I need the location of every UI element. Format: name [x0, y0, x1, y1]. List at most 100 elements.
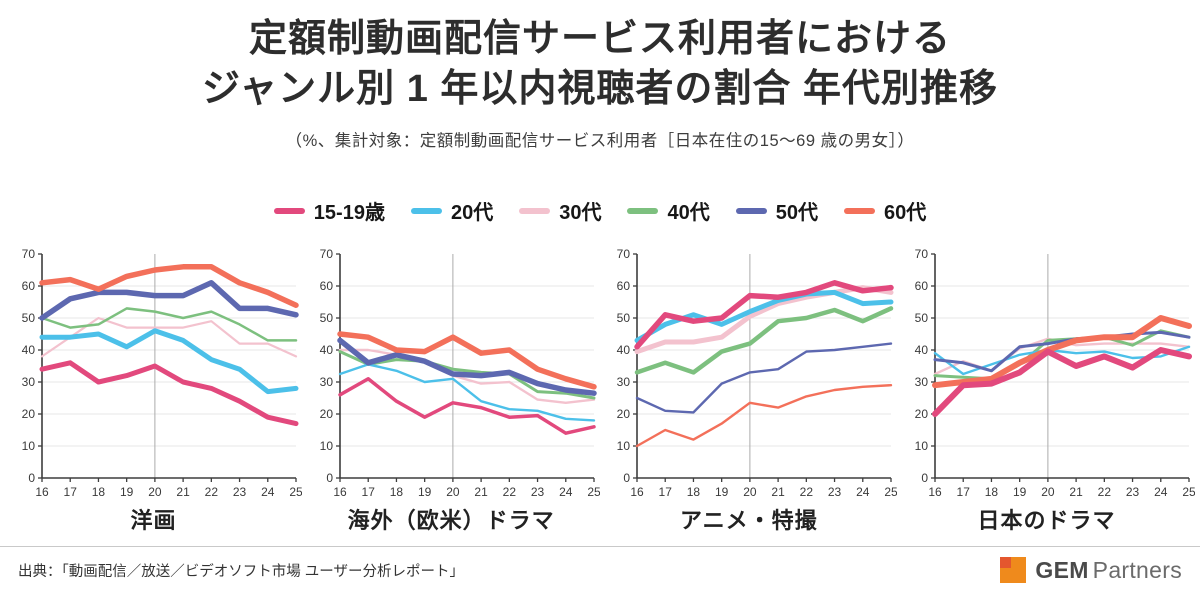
svg-text:19: 19: [715, 485, 729, 499]
legend-label: 20代: [450, 202, 494, 224]
chart-panel: 0 10 20 30 40 50 60 70 16 17 18 19 20 21 22 23 24 25 海外（欧…: [303, 243, 599, 535]
legend-label: 50代: [775, 202, 818, 224]
svg-text:0: 0: [624, 471, 631, 485]
svg-text:20: 20: [148, 485, 162, 499]
svg-text:20: 20: [617, 407, 631, 421]
svg-text:19: 19: [418, 485, 432, 499]
svg-text:20: 20: [1041, 485, 1055, 499]
svg-text:24: 24: [559, 485, 573, 499]
svg-text:40: 40: [915, 343, 929, 357]
gem-logo-text-bold: GEM: [1035, 556, 1089, 583]
svg-text:25: 25: [885, 485, 898, 499]
series-line: [634, 280, 895, 350]
svg-text:0: 0: [28, 471, 35, 485]
legend-swatch-icon: [519, 207, 551, 214]
gem-partners-logo: GEM Partners: [1000, 557, 1182, 584]
source-note: 出典：「動画配信／放送／ビデオソフト市場 ユーザー分析レポート」: [18, 563, 464, 580]
legend-label: 15-19歳: [313, 202, 385, 224]
svg-text:0: 0: [921, 471, 928, 485]
series-line: [336, 331, 597, 390]
svg-text:16: 16: [333, 485, 347, 499]
legend-item: 60代: [843, 196, 927, 225]
page-subtitle: （%、集計対象：定額制動画配信サービス利用者［日本在住の15～69 歳の男女］）: [285, 132, 915, 151]
svg-text:70: 70: [22, 247, 36, 261]
series-line: [636, 342, 893, 414]
svg-text:21: 21: [1069, 485, 1083, 499]
svg-text:50: 50: [22, 311, 36, 325]
page-title: 定額制動画配信サービス利用者における ジャンル別 1 年以内視聴者の割合 年代別…: [0, 14, 1200, 114]
legend-item: 20代: [410, 196, 494, 225]
chart-title: 海外（欧米）ドラマ: [347, 508, 555, 533]
svg-text:22: 22: [800, 485, 814, 499]
series-line: [336, 337, 597, 396]
legend-swatch-icon: [735, 207, 767, 214]
svg-text:17: 17: [64, 485, 78, 499]
chart-panel: 0 10 20 30 40 50 60 70 16 17 18 19 20 21 22 23 24 25 アニメ・…: [600, 243, 897, 535]
svg-text:24: 24: [856, 485, 870, 499]
gem-logo-text-regular: Partners: [1092, 556, 1182, 583]
svg-text:23: 23: [233, 485, 247, 499]
svg-text:25: 25: [289, 485, 302, 499]
svg-text:60: 60: [319, 279, 333, 293]
svg-text:40: 40: [617, 343, 631, 357]
svg-text:20: 20: [319, 407, 333, 421]
svg-text:20: 20: [446, 485, 460, 499]
svg-text:17: 17: [957, 485, 971, 499]
svg-text:19: 19: [120, 485, 134, 499]
svg-text:22: 22: [1098, 485, 1112, 499]
svg-text:23: 23: [1126, 485, 1140, 499]
svg-text:25: 25: [1182, 485, 1195, 499]
legend-item: 40代: [627, 196, 710, 225]
svg-text:10: 10: [915, 439, 929, 453]
chart-svg: 0 10 20 30 40 50 60 70 16 17 18 19 20 21 22 23 24 25: [22, 247, 302, 499]
line-chart: 0 10 20 30 40 50 60 70 16 17 18 19 20 21 22 23 24 25: [303, 243, 599, 503]
series-line: [933, 330, 1191, 373]
page-title-line2: ジャンル別 1 年以内視聴者の割合 年代別推移: [202, 68, 998, 111]
legend-label: 60代: [883, 202, 927, 224]
legend-item: 30代: [519, 196, 601, 225]
svg-text:0: 0: [326, 471, 333, 485]
svg-text:16: 16: [35, 485, 49, 499]
series-line: [931, 315, 1192, 389]
svg-text:60: 60: [915, 279, 929, 293]
svg-text:30: 30: [915, 375, 929, 389]
chart-title: アニメ・特撮: [680, 508, 818, 533]
svg-text:60: 60: [617, 279, 631, 293]
series-line: [39, 360, 299, 427]
gem-logo-mark-accent-icon: [1000, 557, 1012, 568]
svg-text:24: 24: [261, 485, 275, 499]
series-line: [635, 306, 894, 375]
svg-text:19: 19: [1013, 485, 1027, 499]
svg-text:60: 60: [22, 279, 36, 293]
legend-swatch-icon: [273, 207, 305, 214]
series-line: [634, 285, 894, 355]
chart-svg: 0 10 20 30 40 50 60 70 16 17 18 19 20 21 22 23 24 25: [319, 247, 599, 499]
svg-text:70: 70: [617, 247, 631, 261]
legend: 15-19歳 20代 30代 40代 50代 60代: [0, 196, 1200, 225]
series-line: [338, 363, 595, 422]
svg-text:20: 20: [915, 407, 929, 421]
svg-text:70: 70: [915, 247, 929, 261]
svg-text:23: 23: [531, 485, 545, 499]
svg-text:18: 18: [92, 485, 106, 499]
series-line: [39, 328, 299, 395]
svg-text:10: 10: [617, 439, 631, 453]
series-line: [338, 348, 595, 405]
svg-text:21: 21: [772, 485, 786, 499]
svg-text:50: 50: [617, 311, 631, 325]
line-chart: 0 10 20 30 40 50 60 70 16 17 18 19 20 21 22 23 24 25: [898, 243, 1195, 503]
chart-title: 洋画: [130, 508, 177, 533]
svg-text:16: 16: [631, 485, 645, 499]
svg-text:30: 30: [22, 375, 36, 389]
page-title-line1: 定額制動画配信サービス利用者における: [248, 18, 951, 60]
svg-text:40: 40: [319, 343, 333, 357]
line-chart: 0 10 20 30 40 50 60 70 16 17 18 19 20 21 22 23 24 25: [5, 243, 302, 503]
legend-swatch-icon: [410, 207, 442, 214]
series-line: [636, 383, 893, 448]
svg-text:17: 17: [361, 485, 375, 499]
series-line: [40, 316, 298, 358]
svg-text:20: 20: [744, 485, 758, 499]
header: 定額制動画配信サービス利用者における ジャンル別 1 年以内視聴者の割合 年代別…: [0, 0, 1200, 151]
charts-row: 0 10 20 30 40 50 60 70 16 17 18 19 20 21 22 23 24 25 洋画 0…: [0, 243, 1200, 535]
